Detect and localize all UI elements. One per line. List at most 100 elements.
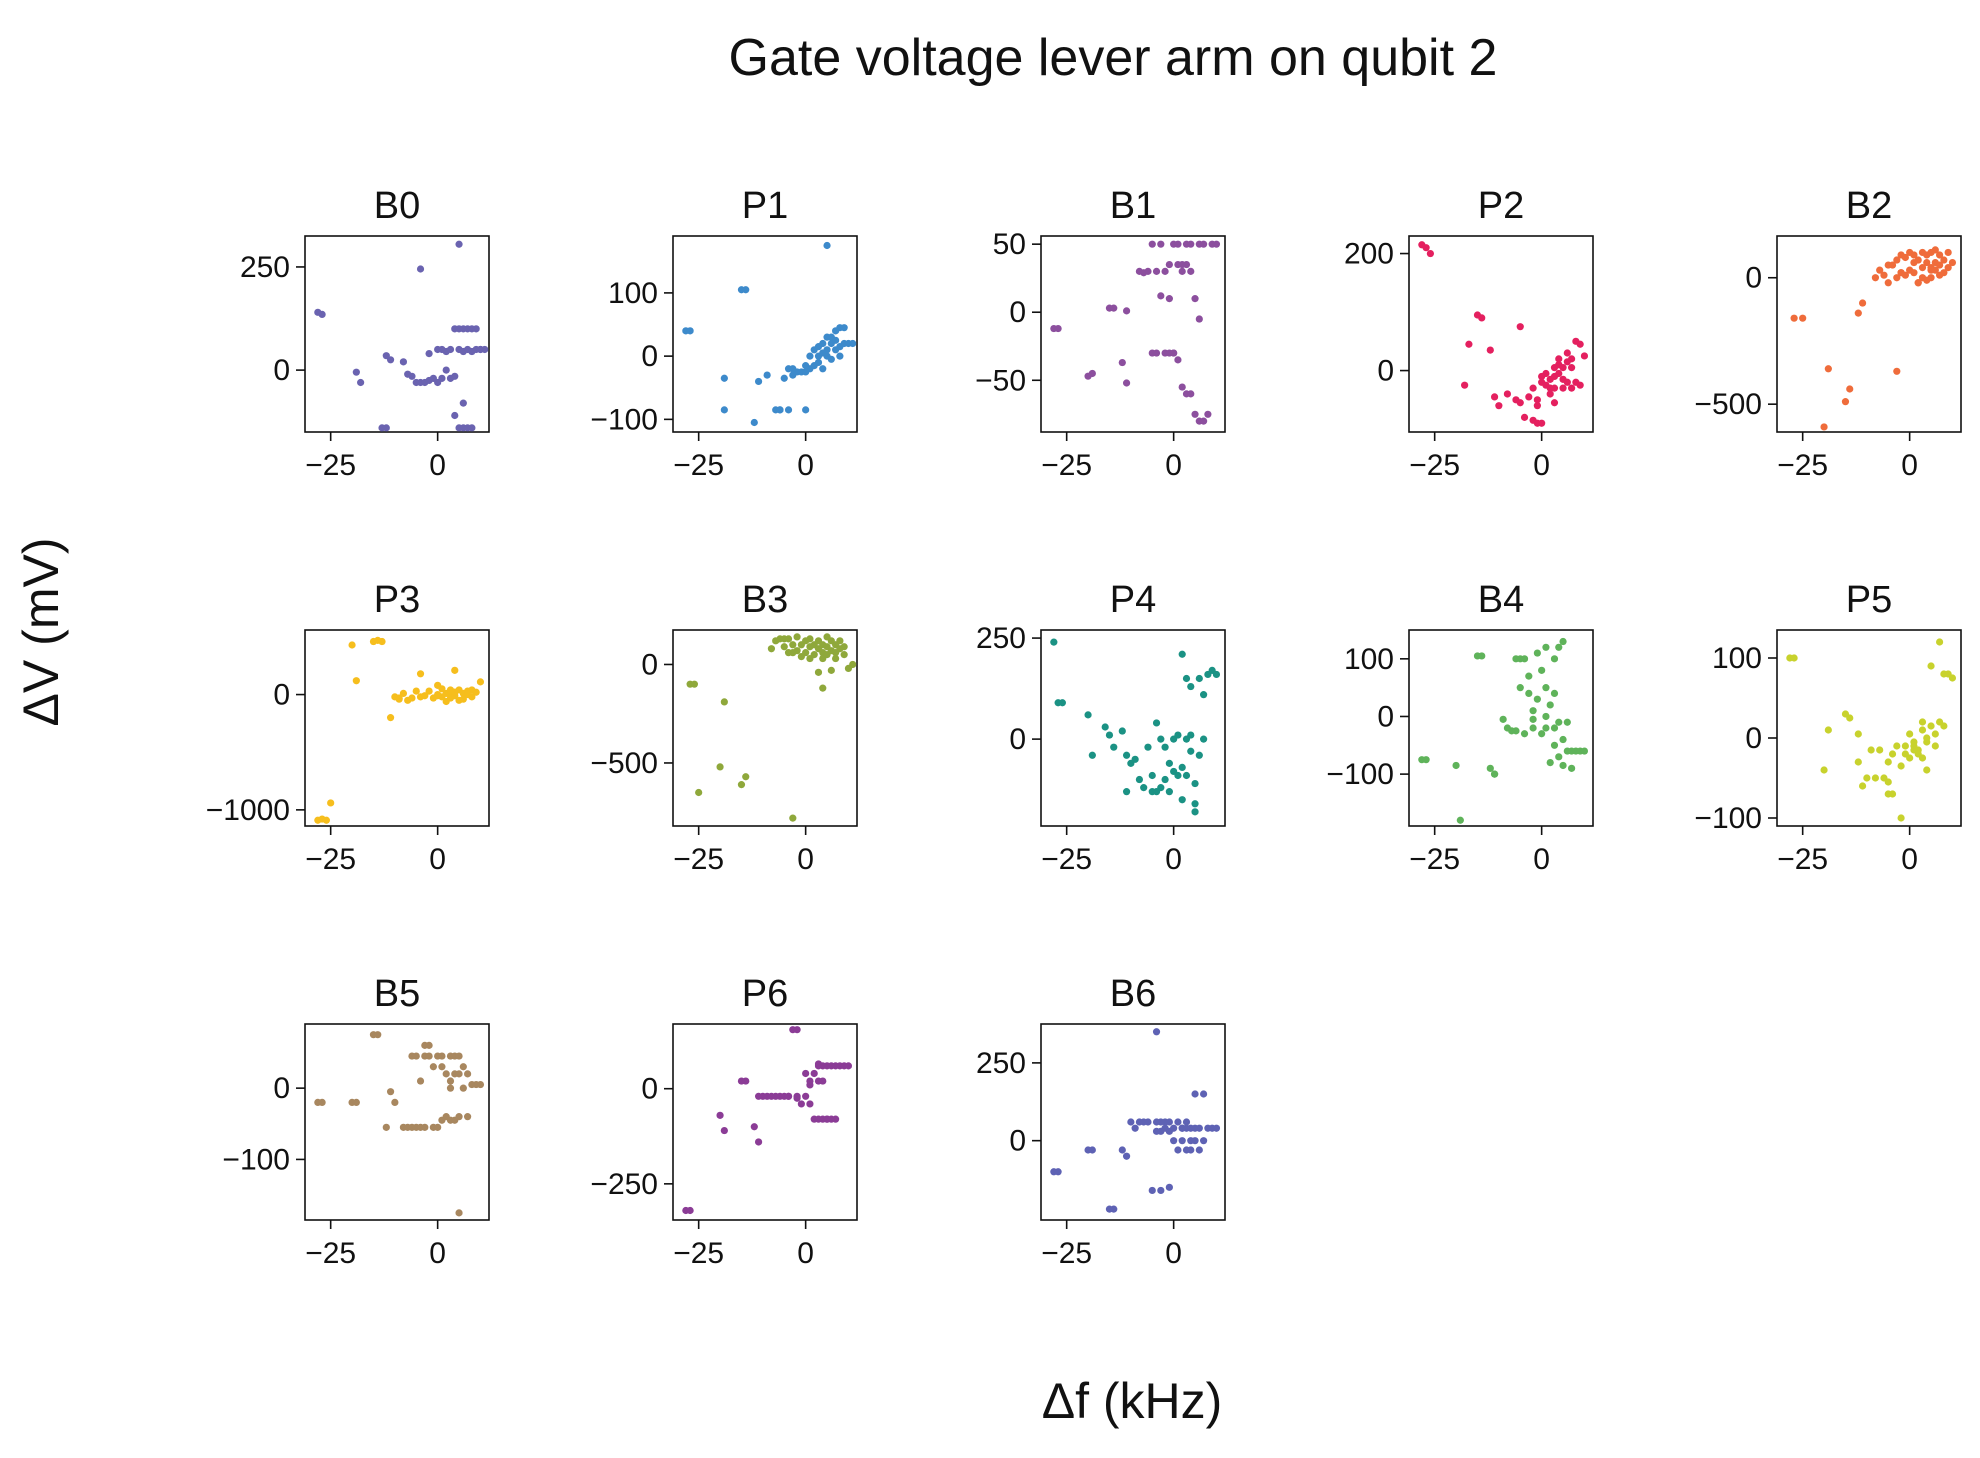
data-point — [1538, 419, 1546, 427]
y-tick-label: 100 — [1344, 643, 1394, 676]
data-point — [1555, 643, 1563, 651]
data-point — [459, 695, 467, 703]
data-point — [1152, 719, 1161, 727]
subplot-title: B3 — [742, 579, 788, 621]
data-point — [1152, 1028, 1161, 1036]
data-point — [1884, 758, 1892, 766]
data-point — [1174, 240, 1182, 248]
data-point — [1191, 779, 1199, 788]
subplot-title: P5 — [1846, 579, 1892, 621]
data-point — [451, 666, 459, 674]
data-point — [1144, 267, 1152, 275]
data-point — [1503, 390, 1512, 398]
data-point — [1871, 274, 1880, 282]
scatter-series — [1050, 1028, 1221, 1213]
data-point — [1054, 1168, 1062, 1176]
y-tick-label: 0 — [641, 1073, 658, 1106]
data-point — [802, 1092, 810, 1100]
data-point — [1165, 1183, 1173, 1191]
data-point — [1918, 726, 1927, 734]
data-point — [1101, 723, 1109, 731]
data-point — [1927, 274, 1935, 282]
data-point — [1799, 314, 1807, 322]
data-point — [1200, 240, 1208, 248]
x-tick-label: 0 — [1533, 449, 1550, 482]
data-point — [421, 692, 429, 700]
y-tick-label: 0 — [1377, 355, 1394, 388]
data-point — [742, 773, 750, 781]
y-tick-label: 0 — [1009, 723, 1026, 756]
scatter-series — [1050, 240, 1221, 425]
x-tick-label: 0 — [797, 843, 814, 876]
axes-frame — [304, 629, 490, 827]
data-point — [1568, 384, 1576, 392]
data-point — [1520, 655, 1529, 663]
data-point — [1910, 746, 1918, 754]
data-point — [1191, 295, 1199, 303]
data-point — [1910, 269, 1918, 277]
data-point — [1533, 649, 1541, 657]
scatter-series — [1418, 637, 1589, 824]
x-tick-label: −25 — [305, 843, 356, 876]
data-point — [1542, 643, 1550, 651]
data-point — [1876, 746, 1884, 754]
data-point — [1550, 655, 1559, 663]
data-point — [1204, 410, 1212, 418]
data-point — [1931, 246, 1939, 254]
data-point — [1465, 340, 1473, 348]
data-point — [1486, 764, 1494, 772]
data-point — [1512, 727, 1520, 735]
data-point — [819, 684, 827, 692]
data-point — [434, 692, 442, 700]
data-point — [686, 327, 694, 335]
data-point — [1918, 754, 1927, 762]
data-point — [327, 799, 335, 807]
data-point — [348, 641, 356, 649]
data-point — [1520, 413, 1529, 421]
axes-frame — [1040, 1023, 1226, 1221]
data-point — [836, 637, 844, 645]
data-point — [1923, 734, 1931, 742]
axes-frame — [304, 1023, 490, 1221]
data-point — [1555, 718, 1563, 726]
data-point — [832, 1115, 840, 1123]
data-point — [1452, 761, 1460, 770]
data-point — [1165, 788, 1173, 796]
data-point — [840, 651, 848, 659]
data-point — [1876, 266, 1884, 274]
data-point — [425, 1052, 433, 1060]
data-point — [1893, 256, 1901, 264]
data-point — [1157, 1127, 1165, 1135]
axes-frame — [1776, 629, 1962, 827]
data-point — [1555, 753, 1563, 761]
data-point — [378, 637, 386, 646]
data-point — [412, 1052, 420, 1060]
x-tick-label: 0 — [1533, 843, 1550, 876]
axes-frame — [1408, 235, 1594, 433]
data-point — [844, 1062, 853, 1070]
data-point — [1936, 261, 1944, 269]
data-point — [806, 1100, 814, 1108]
data-point — [1122, 751, 1131, 759]
data-point — [1944, 264, 1952, 272]
data-point — [1550, 724, 1559, 732]
data-point — [784, 406, 793, 414]
data-point — [1499, 715, 1507, 723]
subplot-b2: B2 −25 0 −500 0 — [1694, 185, 1962, 482]
data-point — [1546, 384, 1554, 392]
data-point — [455, 240, 463, 248]
y-tick-label: −50 — [975, 364, 1026, 397]
data-point — [720, 1126, 728, 1135]
subplot-b3: B3 −25 0 −500 0 — [590, 579, 858, 876]
data-point — [1542, 684, 1550, 692]
data-point — [459, 1084, 467, 1092]
y-tick-label: −100 — [1326, 758, 1394, 791]
data-point — [1533, 402, 1541, 410]
data-point — [1165, 295, 1173, 303]
data-point — [789, 365, 797, 373]
data-point — [720, 406, 728, 414]
data-point — [1088, 369, 1096, 378]
data-point — [1927, 722, 1935, 730]
data-point — [1182, 674, 1191, 683]
